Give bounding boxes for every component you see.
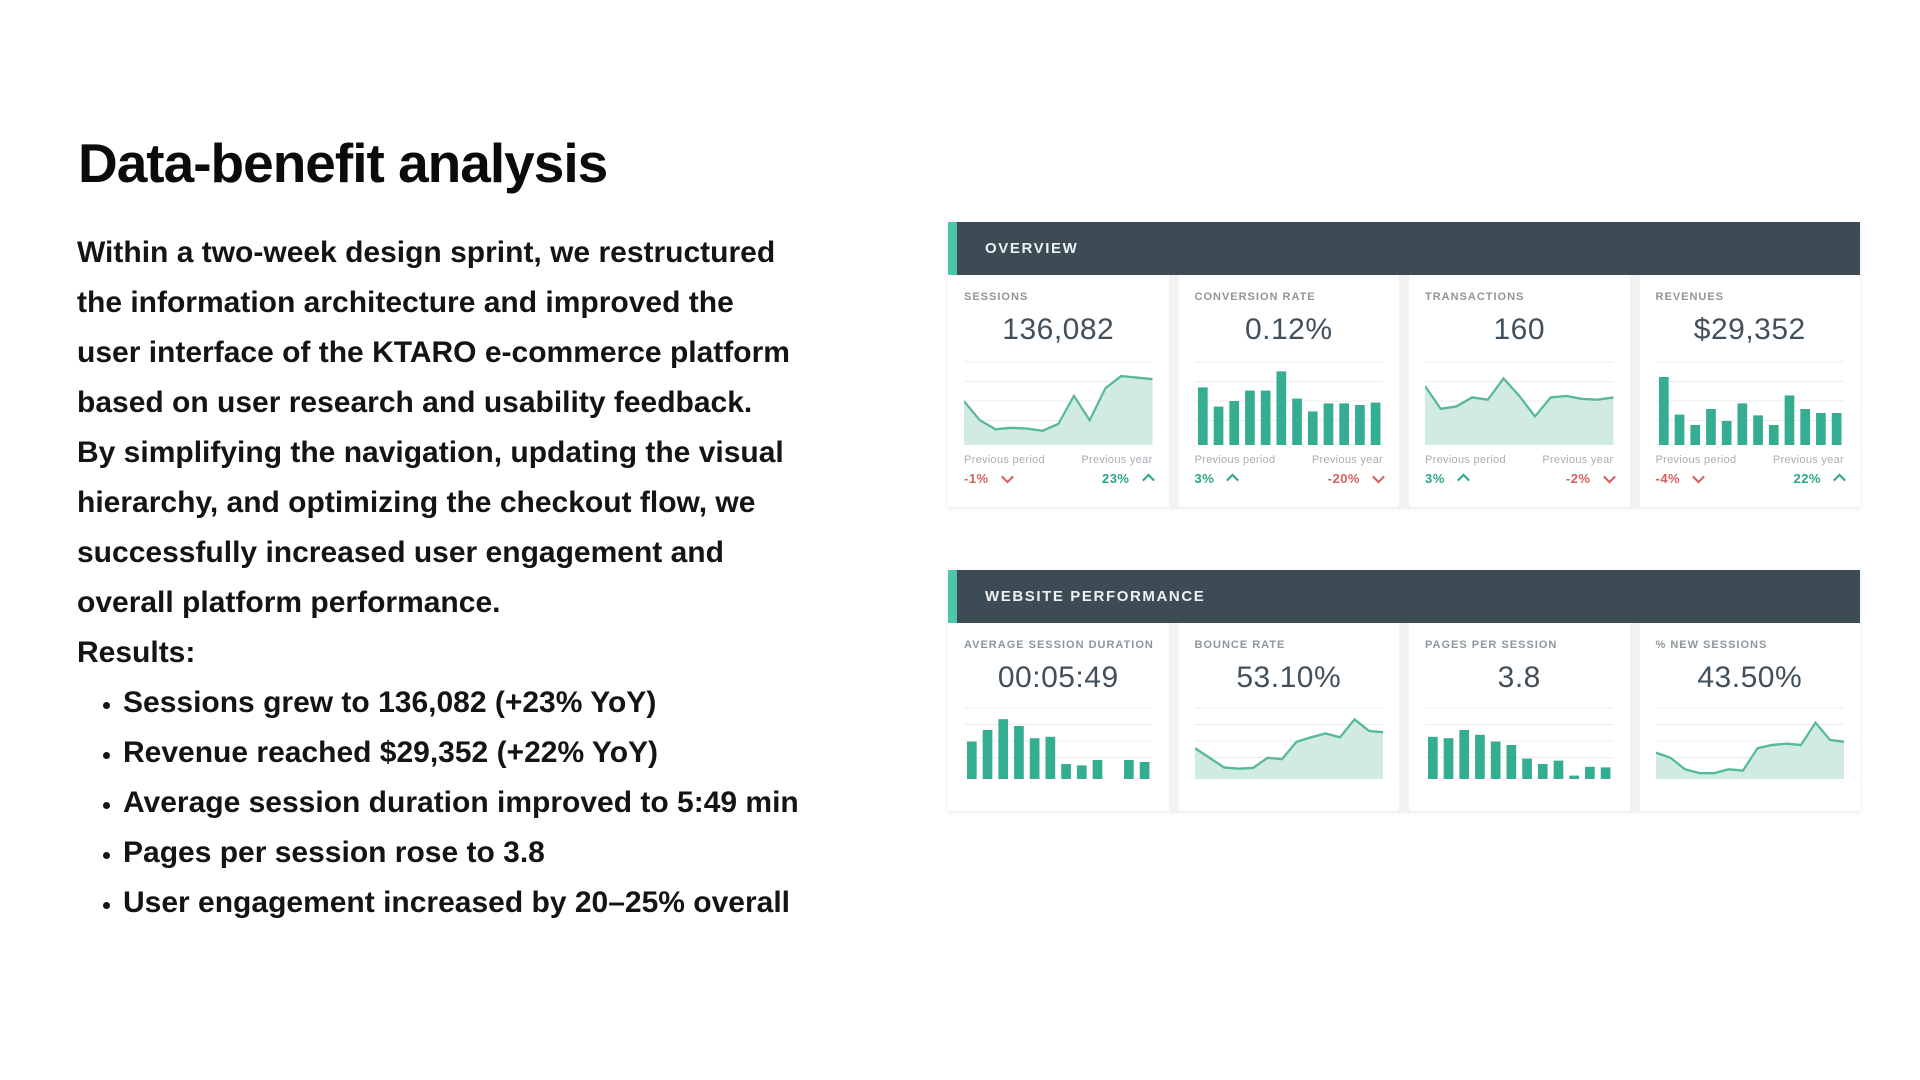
previous-period-label: Previous period <box>1425 454 1506 466</box>
previous-period-value: 3% <box>1194 471 1215 486</box>
metric-value: 160 <box>1493 313 1546 346</box>
body-text-line: hierarchy, and optimizing the checkout f… <box>77 486 756 519</box>
body-text-line: By simplifying the navigation, updating … <box>77 436 784 469</box>
previous-period-label: Previous period <box>1194 454 1276 466</box>
trend-chevron-icon <box>1372 470 1385 484</box>
page-title: Data-benefit analysis <box>78 131 608 194</box>
results-bullet-list: Sessions grew to 136,082 (+23% YoY)Reven… <box>77 678 957 928</box>
previous-period-block: Previous period 3% <box>1194 454 1276 487</box>
metric-footer: Previous period -4% Previous year 22% <box>1656 454 1846 487</box>
body-text-line: successfully increased user engagement a… <box>77 536 724 569</box>
body-text-line: Within a two-week design sprint, we rest… <box>77 236 776 269</box>
previous-period-block: Previous period 3% <box>1425 454 1506 487</box>
trend-chevron-icon <box>1000 470 1014 484</box>
previous-year-block: Previous year 23% <box>1081 454 1155 487</box>
overview-panel-title: OVERVIEW <box>985 240 1079 257</box>
new-sessions-sparkline-chart <box>1655 707 1844 779</box>
pages-per-session-card: PAGES PER SESSION 3.8 <box>1409 623 1630 811</box>
previous-year-block: Previous year -2% <box>1542 454 1616 486</box>
trend-chevron-icon <box>1456 473 1470 487</box>
conversion-rate-card: CONVERSION RATE 0.12% Previous period 3% <box>1178 275 1399 507</box>
body-text-line: Results: <box>77 636 196 669</box>
metric-value: 00:05:49 <box>997 661 1119 694</box>
metric-label: PAGES PER SESSION <box>1425 639 1558 651</box>
previous-year-label: Previous year <box>1081 454 1153 466</box>
body-text: Within a two-week design sprint, we rest… <box>77 228 957 928</box>
metric-label: BOUNCE RATE <box>1194 639 1286 651</box>
previous-year-block: Previous year -20% <box>1311 454 1385 486</box>
metric-label: SESSIONS <box>964 291 1029 303</box>
body-text-line: user interface of the KTARO e-commerce p… <box>77 336 790 369</box>
previous-period-value: 3% <box>1425 471 1445 486</box>
metric-label: CONVERSION RATE <box>1194 291 1316 303</box>
bounce-rate-card: BOUNCE RATE 53.10% <box>1178 623 1399 811</box>
trend-chevron-icon <box>1602 470 1616 484</box>
body-paragraph: Within a two-week design sprint, we rest… <box>77 228 957 678</box>
body-text-line: based on user research and usability fee… <box>77 386 753 419</box>
metric-label: TRANSACTIONS <box>1425 291 1525 303</box>
results-bullet: Revenue reached $29,352 (+22% YoY) <box>123 728 957 778</box>
transactions-sparkline-chart <box>1425 361 1614 445</box>
bounce-rate-sparkline-chart <box>1194 707 1383 779</box>
results-bullet: Sessions grew to 136,082 (+23% YoY) <box>123 678 957 728</box>
conversion-rate-sparkline-chart <box>1194 361 1383 445</box>
revenues-sparkline-chart <box>1655 361 1844 445</box>
metric-label: AVERAGE SESSION DURATION <box>964 639 1154 651</box>
previous-period-label: Previous period <box>1655 454 1737 466</box>
body-text-line: the information architecture and improve… <box>77 286 734 319</box>
results-bullet: User engagement increased by 20–25% over… <box>123 878 957 928</box>
new-sessions-card: % NEW SESSIONS 43.50% <box>1639 623 1860 811</box>
previous-year-label: Previous year <box>1311 454 1383 466</box>
previous-period-value: -4% <box>1655 471 1681 486</box>
avg-session-duration-card: AVERAGE SESSION DURATION 00:05:49 <box>948 623 1169 811</box>
overview-panel-header: OVERVIEW <box>948 222 1860 275</box>
trend-chevron-icon <box>1226 473 1240 487</box>
previous-year-value: 23% <box>1101 471 1130 486</box>
avg-session-duration-sparkline-chart <box>964 707 1153 779</box>
website-performance-panel-header: WEBSITE PERFORMANCE <box>948 570 1860 623</box>
previous-period-block: Previous period -1% <box>964 454 1045 486</box>
overview-panel: OVERVIEW SESSIONS 136,082 Previous perio… <box>948 222 1860 507</box>
analytics-dashboard: OVERVIEW SESSIONS 136,082 Previous perio… <box>948 222 1860 811</box>
previous-period-value: -1% <box>964 471 989 486</box>
transactions-card: TRANSACTIONS 160 Previous period 3% Pr <box>1409 275 1630 507</box>
metric-footer: Previous period 3% Previous year -20% <box>1194 454 1385 487</box>
previous-year-label: Previous year <box>1772 454 1844 466</box>
trend-chevron-icon <box>1692 470 1705 484</box>
metric-value: 3.8 <box>1497 661 1541 694</box>
previous-year-value: -2% <box>1565 471 1591 486</box>
trend-chevron-icon <box>1833 473 1846 487</box>
metric-footer: Previous period 3% Previous year -2% <box>1425 454 1616 487</box>
metric-value: 43.50% <box>1697 661 1803 694</box>
pages-per-session-sparkline-chart <box>1425 707 1614 779</box>
website-performance-panel: WEBSITE PERFORMANCE AVERAGE SESSION DURA… <box>948 570 1860 811</box>
metric-value: 53.10% <box>1236 661 1342 694</box>
overview-panel-body: SESSIONS 136,082 Previous period -1% P <box>948 275 1860 507</box>
sessions-card: SESSIONS 136,082 Previous period -1% P <box>948 275 1169 507</box>
previous-year-label: Previous year <box>1542 454 1614 466</box>
previous-period-block: Previous period -4% <box>1656 454 1737 486</box>
metric-footer: Previous period -1% Previous year 23% <box>964 454 1155 487</box>
metric-value: $29,352 <box>1693 313 1806 346</box>
sessions-sparkline-chart <box>964 361 1153 445</box>
previous-year-block: Previous year 22% <box>1772 454 1846 487</box>
website-performance-panel-title: WEBSITE PERFORMANCE <box>985 588 1206 605</box>
trend-chevron-icon <box>1141 473 1155 487</box>
metric-value: 136,082 <box>1002 313 1115 346</box>
results-bullet: Average session duration improved to 5:4… <box>123 778 957 828</box>
previous-year-value: 22% <box>1793 471 1821 486</box>
metric-value: 0.12% <box>1244 313 1333 346</box>
results-bullet: Pages per session rose to 3.8 <box>123 828 957 878</box>
body-text-line: overall platform performance. <box>77 586 501 619</box>
previous-period-label: Previous period <box>964 454 1045 466</box>
revenues-card: REVENUES $29,352 Previous period -4% P <box>1639 275 1860 507</box>
metric-label: % NEW SESSIONS <box>1655 639 1768 651</box>
website-performance-panel-body: AVERAGE SESSION DURATION 00:05:49 BOUNCE… <box>948 623 1860 811</box>
previous-year-value: -20% <box>1327 471 1360 486</box>
metric-label: REVENUES <box>1655 291 1725 303</box>
